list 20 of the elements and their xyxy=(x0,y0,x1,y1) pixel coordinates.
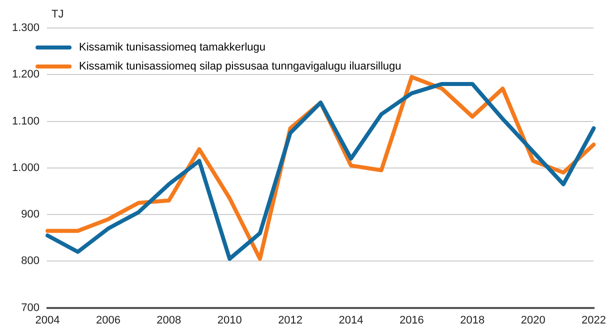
y-tick-label: 1.200 xyxy=(12,68,40,81)
x-tick-label: 2012 xyxy=(278,314,303,326)
x-tick-label: 2022 xyxy=(582,314,606,326)
x-tick-label: 2018 xyxy=(460,314,485,326)
x-tick-label: 2016 xyxy=(399,314,424,326)
x-tick-label: 2020 xyxy=(520,314,546,326)
x-tick-label: 2010 xyxy=(217,314,242,326)
y-tick-label: 1.100 xyxy=(12,115,40,128)
y-tick-label: 900 xyxy=(21,208,40,221)
x-tick-label: 2004 xyxy=(35,314,60,326)
y-tick-label: 800 xyxy=(21,255,40,268)
x-tick-label: 2006 xyxy=(96,314,120,326)
legend-label: Kissamik tunisassiomeq tamakkerlugu xyxy=(79,42,266,54)
y-tick-label: 1.000 xyxy=(12,162,40,174)
y-tick-label: 1.300 xyxy=(12,22,40,34)
x-tick-label: 2014 xyxy=(338,314,364,326)
y-axis-title: TJ xyxy=(52,8,64,21)
x-tick-label: 2008 xyxy=(156,314,182,326)
y-tick-label: 700 xyxy=(21,302,40,314)
legend-label: Kissamik tunisassiomeq silap pissusaa tunngavigalugu iluarsillugu xyxy=(79,60,402,73)
